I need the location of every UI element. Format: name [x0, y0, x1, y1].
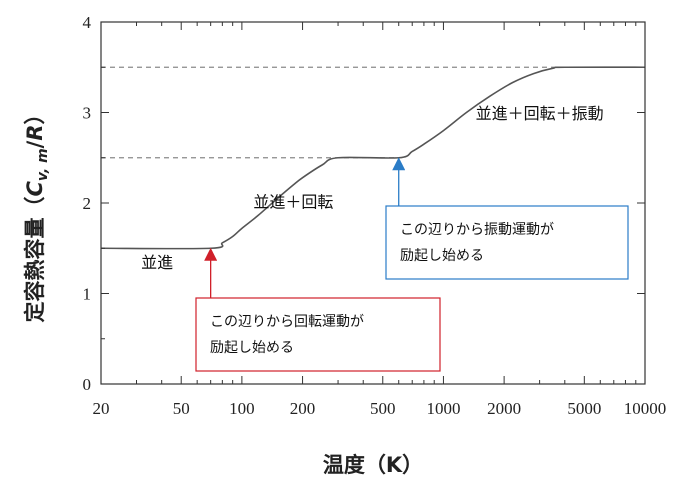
- x-tick-label: 20: [93, 399, 110, 418]
- annotation-text: 励起し始める: [210, 340, 294, 356]
- x-tick-label: 10000: [624, 399, 667, 418]
- y-axis-label-slash: /: [23, 140, 47, 148]
- region-label: 並進＋回転: [253, 193, 333, 212]
- annotation-text: この辺りから振動運動が: [400, 222, 554, 238]
- x-tick-label: 5000: [567, 399, 601, 418]
- region-label: 並進: [141, 253, 173, 272]
- y-tick-label: 4: [83, 13, 92, 32]
- y-axis-label-prefix: 定容熱容量（: [23, 197, 47, 323]
- y-tick-label: 2: [83, 194, 92, 213]
- y-axis-label-sub: v, m: [35, 148, 51, 181]
- y-tick-label: 0: [83, 375, 92, 394]
- annotation-box: [195, 297, 441, 372]
- y-axis-label-suffix: ）: [23, 103, 47, 124]
- series-line-0: [100, 66, 646, 250]
- x-tick-label: 100: [229, 399, 255, 418]
- region-label: 並進＋回転＋振動: [476, 104, 604, 123]
- annotation-box: [385, 205, 629, 280]
- x-axis-label: 温度（K）: [323, 453, 423, 477]
- x-tick-label: 2000: [487, 399, 521, 418]
- y-axis-label-r: R: [23, 124, 47, 140]
- y-axis-label-c: C: [23, 181, 47, 197]
- annotation-text: 励起し始める: [400, 248, 484, 264]
- annotation-text: この辺りから回転運動が: [210, 314, 364, 330]
- y-tick-label: 1: [83, 285, 92, 304]
- y-tick-label: 3: [83, 104, 92, 123]
- x-tick-label: 1000: [426, 399, 460, 418]
- y-axis-label: 定容熱容量（Cv, m/R）: [23, 103, 51, 322]
- x-tick-label: 50: [173, 399, 190, 418]
- x-tick-label: 500: [370, 399, 396, 418]
- x-tick-label: 200: [290, 399, 316, 418]
